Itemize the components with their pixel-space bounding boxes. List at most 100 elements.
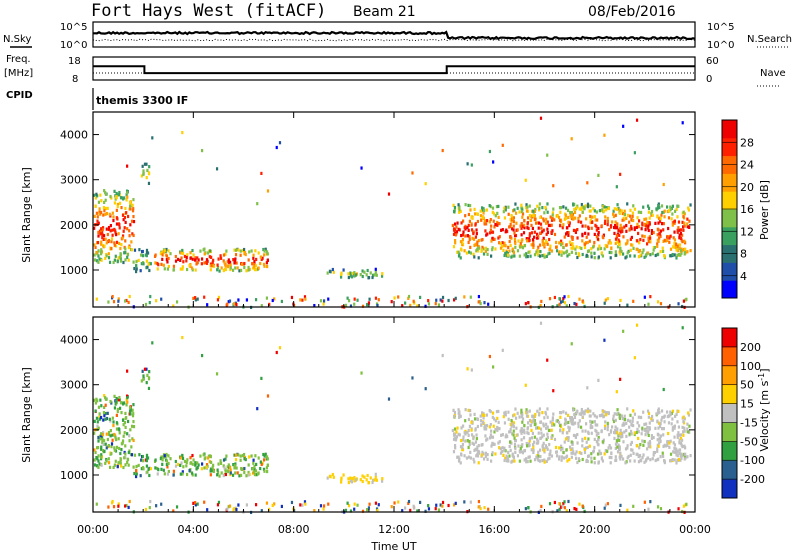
velocity-cell <box>555 450 558 454</box>
velocity-cell <box>621 423 624 427</box>
power-cell <box>578 207 581 211</box>
power-cell <box>349 304 353 308</box>
power-cell <box>597 255 600 259</box>
power-cell <box>619 172 622 176</box>
power-cell <box>278 141 282 145</box>
power-cell <box>210 255 213 259</box>
power-cell <box>441 148 444 153</box>
power-cell <box>680 251 683 255</box>
velocity-cell <box>639 458 642 462</box>
power-cell <box>546 242 549 246</box>
power-cell <box>656 206 659 210</box>
power-cell <box>578 214 581 218</box>
power-cell <box>502 210 505 214</box>
power-cell <box>654 253 657 258</box>
velocity-cell <box>491 435 495 439</box>
power-cell <box>472 237 476 241</box>
velocity-cell <box>663 459 666 463</box>
power-cell <box>110 237 114 241</box>
power-cell <box>584 224 587 228</box>
velocity-cell <box>647 507 650 511</box>
velocity-cell <box>520 427 523 431</box>
velocity-cell <box>591 425 594 429</box>
velocity-cell <box>633 459 636 463</box>
power-cell <box>453 205 457 210</box>
velocity-cell <box>519 450 522 454</box>
velocity-cell <box>100 433 103 438</box>
velocity-cell <box>113 448 116 452</box>
power-cell <box>526 226 529 230</box>
velocity-cell <box>301 503 304 507</box>
velocity-cell <box>649 458 652 462</box>
power-cell <box>565 304 568 308</box>
power-cell <box>111 294 114 299</box>
velocity-cell <box>626 418 630 423</box>
nsky-label: N.Sky <box>3 34 31 45</box>
power-cell <box>572 228 576 233</box>
power-cell <box>571 246 575 250</box>
velocity-cell <box>550 435 553 439</box>
power-cell <box>559 224 562 228</box>
power-cell <box>458 228 461 232</box>
power-cell <box>497 204 500 209</box>
velocity-cell <box>507 410 510 414</box>
velocity-cell <box>484 454 487 459</box>
velocity-cell <box>271 503 274 508</box>
velocity-cell <box>123 420 127 425</box>
power-cell <box>186 253 189 257</box>
power-cell <box>601 254 605 258</box>
velocity-cell <box>585 458 588 462</box>
velocity-cell <box>201 353 204 358</box>
power-cell <box>604 219 607 223</box>
velocity-cell <box>568 445 572 449</box>
power-cell <box>681 248 684 253</box>
velocity-cell <box>477 461 480 465</box>
velocity-cell <box>457 408 460 412</box>
velocity-cell <box>590 452 593 456</box>
power-cell <box>460 233 463 238</box>
power-cell <box>109 194 112 199</box>
power-cell <box>111 228 114 232</box>
power-cell <box>657 239 660 243</box>
velocity-cell <box>637 454 640 459</box>
power-cell <box>626 241 629 245</box>
velocity-cell <box>217 462 220 466</box>
velocity-cell <box>107 461 111 465</box>
velocity-cell <box>159 456 162 461</box>
power-cell <box>647 224 650 228</box>
velocity-cell <box>606 424 609 429</box>
velocity-cell <box>501 433 504 437</box>
power-cell <box>567 231 570 235</box>
velocity-cell <box>636 444 639 448</box>
velocity-cell <box>673 424 677 428</box>
velocity-cell <box>273 502 276 506</box>
velocity-cell <box>455 435 459 439</box>
velocity-cell <box>588 414 591 418</box>
power-cell <box>607 206 610 211</box>
power-cell <box>468 234 471 239</box>
power-cell <box>476 240 479 244</box>
power-cell <box>576 236 579 240</box>
velocity-cell <box>102 442 105 446</box>
power-cell <box>172 264 176 268</box>
power-cell <box>482 211 485 215</box>
velocity-cell <box>571 451 575 455</box>
velocity-cell <box>604 503 607 507</box>
power-cell <box>631 211 634 215</box>
power-cell <box>191 257 194 261</box>
velocity-cell <box>146 373 149 378</box>
power-cell <box>511 209 515 213</box>
power-cell <box>645 224 648 228</box>
power-cell <box>677 226 680 230</box>
velocity-cell <box>361 509 365 513</box>
power-cell <box>140 262 143 266</box>
velocity-cell <box>631 419 634 423</box>
velocity-cell <box>648 421 651 425</box>
power-cell <box>637 255 641 259</box>
velocity-cell <box>121 418 125 422</box>
velocity-cell <box>641 428 644 432</box>
power-cell <box>542 228 545 232</box>
velocity-cell <box>592 412 595 416</box>
power-cell <box>507 245 510 250</box>
velocity-cell <box>332 475 335 479</box>
